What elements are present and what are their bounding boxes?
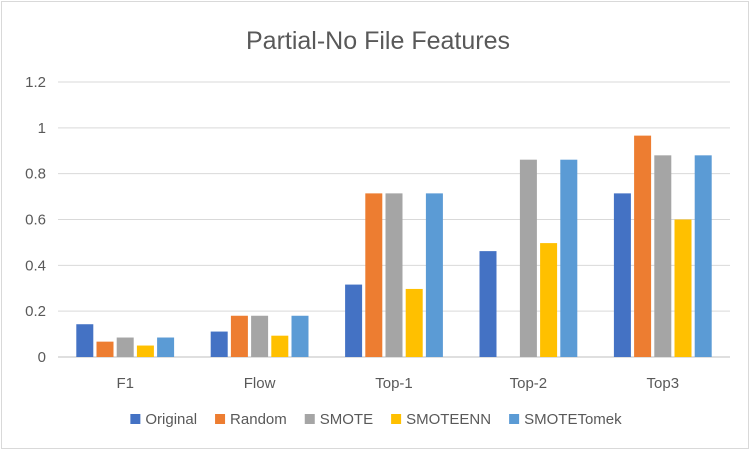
legend-label: Original [145,411,197,428]
y-tick-label: 0.2 [25,303,46,320]
y-tick-label: 0.6 [25,212,46,229]
bar-random-flow [230,315,248,357]
x-axis-tick-labels: F1 Flow Top-1 Top-2 Top3 [116,375,679,392]
legend-swatch [130,414,141,424]
bar-smote-top-1 [385,193,403,357]
bar-random-top3 [634,135,652,357]
bar-original-f1 [76,324,94,357]
bars [76,135,712,357]
bar-random-f1 [96,341,114,357]
bar-smotetomek-flow [291,315,309,357]
bar-original-flow [210,331,228,357]
bar-smote-flow [251,315,269,357]
y-tick-label: 0 [38,349,46,366]
legend-item-smote: SMOTE [304,411,373,428]
legend-label: SMOTE [320,411,373,428]
x-tick-label: Top-1 [375,375,413,392]
x-tick-label: Top-2 [510,375,548,392]
bar-smotetomek-top-2 [560,159,578,357]
chart-svg: Partial-No File Features 0 0.2 0.4 0.6 0.8 1 1… [25,27,730,428]
chart-title: Partial-No File Features [246,27,510,55]
legend-swatch [509,414,520,424]
bar-smoteenn-top-2 [540,243,558,357]
bar-original-top3 [613,193,631,357]
bar-original-top-1 [345,284,363,357]
legend: Original Random SMOTE SMOTEENN SMOTETomek [130,411,622,428]
bar-smote-top-2 [519,159,537,357]
y-tick-label: 0.4 [25,257,46,274]
bar-smote-f1 [116,337,134,357]
legend-label: SMOTETomek [524,411,622,428]
bar-smoteenn-flow [271,335,289,357]
bar-smoteenn-top-1 [405,288,423,357]
legend-item-smoteenn: SMOTEENN [391,411,491,428]
bar-smote-top3 [654,155,672,357]
x-tick-label: Flow [244,375,276,392]
legend-swatch [391,414,402,424]
y-tick-label: 0.8 [25,166,46,183]
legend-label: Random [230,411,287,428]
y-tick-label: 1.2 [25,74,46,91]
chart-container: Partial-No File Features 0 0.2 0.4 0.6 0.8 1 1… [1,1,749,449]
y-tick-label: 1 [38,120,46,137]
bar-original-top-2 [479,251,497,357]
legend-swatch [304,414,315,424]
bar-smotetomek-top-1 [425,193,443,357]
legend-item-smotetomek: SMOTETomek [509,411,622,428]
x-tick-label: F1 [116,375,134,392]
bar-random-top-1 [365,193,383,357]
legend-item-original: Original [130,411,197,428]
x-tick-label: Top3 [647,375,680,392]
y-axis-tick-labels: 0 0.2 0.4 0.6 0.8 1 1.2 [25,74,46,366]
legend-item-random: Random [215,411,287,428]
bar-smotetomek-top3 [694,155,712,357]
bar-smoteenn-top3 [674,219,692,357]
bar-smotetomek-f1 [157,337,175,357]
legend-swatch [215,414,226,424]
bar-smoteenn-f1 [136,345,154,357]
legend-label: SMOTEENN [406,411,491,428]
